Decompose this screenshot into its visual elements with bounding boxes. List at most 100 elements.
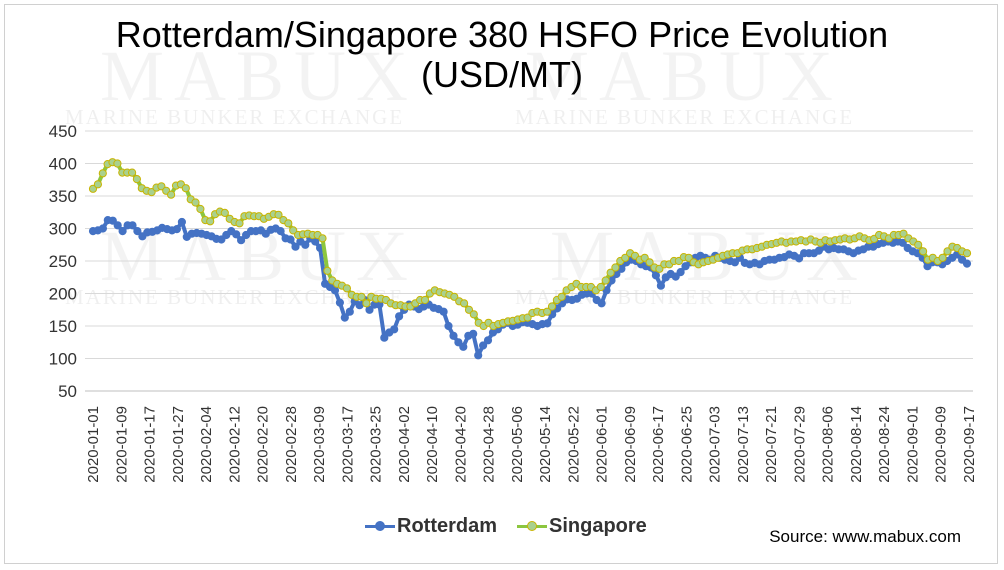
data-point-rotterdam: [454, 338, 463, 347]
y-tick-label: 300: [49, 220, 77, 239]
data-point-rotterdam: [597, 299, 606, 308]
data-point-singapore: [606, 268, 615, 277]
x-tick-label: 2020-08-06: [820, 406, 837, 483]
data-point-singapore: [289, 226, 298, 235]
source-note: Source: www.mabux.com: [769, 527, 961, 546]
data-point-rotterdam: [118, 227, 127, 236]
data-point-singapore: [181, 184, 190, 193]
data-point-singapore: [621, 253, 630, 262]
data-point-singapore: [523, 313, 532, 322]
data-point-rotterdam: [543, 319, 552, 328]
x-tick-label: 2020-06-09: [622, 406, 639, 483]
legend-swatch-rotterdam: [365, 519, 395, 533]
data-point-singapore: [655, 264, 664, 273]
data-point-rotterdam: [671, 272, 680, 281]
data-point-rotterdam: [335, 298, 344, 307]
data-point-rotterdam: [651, 271, 661, 280]
data-point-rotterdam: [380, 333, 389, 342]
data-point-singapore: [640, 253, 649, 262]
y-tick-label: 350: [49, 187, 77, 206]
chart-frame: MABUX MABUX MARINE BUNKER EXCHANGE MARIN…: [4, 4, 998, 564]
data-point-rotterdam: [962, 259, 972, 268]
data-point-rotterdam: [291, 242, 300, 251]
data-point-rotterdam: [276, 227, 285, 236]
x-tick-label: 2020-02-12: [226, 406, 243, 483]
data-point-rotterdam: [449, 331, 458, 340]
data-point-rotterdam: [172, 225, 181, 234]
data-point-singapore: [98, 169, 107, 178]
legend-swatch-singapore: [517, 519, 548, 533]
legend-item-rotterdam: Rotterdam: [365, 515, 497, 538]
data-point-rotterdam: [395, 312, 404, 321]
x-tick-label: 2020-09-17: [961, 406, 978, 483]
x-tick-label: 2020-04-20: [452, 406, 469, 483]
y-tick-label: 450: [49, 122, 77, 141]
data-point-rotterdam: [345, 307, 354, 316]
data-point-singapore: [318, 234, 327, 243]
legend-label-singapore: Singapore: [549, 514, 647, 537]
y-tick-label: 250: [49, 252, 77, 271]
x-tick-label: 2020-01-17: [142, 406, 159, 483]
x-tick-label: 2020-03-17: [339, 406, 356, 483]
data-point-singapore: [342, 284, 351, 293]
x-tick-label: 2020-07-29: [791, 406, 808, 483]
x-tick-label: 2020-07-03: [707, 406, 724, 483]
data-point-singapore: [420, 295, 430, 305]
data-point-rotterdam: [98, 224, 108, 233]
x-tick-label: 2020-03-09: [311, 406, 328, 483]
x-tick-label: 2020-06-25: [678, 406, 695, 483]
data-point-singapore: [191, 198, 200, 207]
data-point-rotterdam: [177, 217, 186, 227]
x-tick-label: 2020-05-22: [565, 406, 582, 483]
data-point-rotterdam: [301, 240, 310, 249]
x-tick-label: 2020-01-27: [170, 406, 187, 483]
data-point-singapore: [113, 159, 122, 168]
data-point-singapore: [469, 310, 478, 319]
data-point-rotterdam: [108, 216, 117, 225]
x-tick-label: 2020-02-28: [283, 406, 300, 483]
data-point-rotterdam: [459, 342, 468, 351]
legend-item-singapore: Singapore: [517, 515, 647, 538]
data-point-singapore: [914, 240, 923, 249]
chart-title-line2: (USD/MT): [421, 54, 583, 95]
data-point-rotterdam: [730, 258, 740, 267]
data-point-rotterdam: [128, 221, 137, 230]
data-point-singapore: [596, 282, 605, 292]
data-point-rotterdam: [232, 230, 241, 239]
data-point-rotterdam: [390, 325, 399, 334]
data-point-singapore: [943, 247, 952, 256]
data-point-singapore: [645, 258, 654, 267]
x-tick-label: 2020-04-02: [396, 406, 413, 483]
data-point-singapore: [88, 184, 98, 193]
data-point-singapore: [206, 217, 215, 226]
x-tick-label: 2020-02-04: [198, 406, 215, 483]
data-point-singapore: [547, 302, 557, 311]
data-point-rotterdam: [676, 268, 685, 277]
x-tick-label: 2020-01-01: [85, 406, 102, 483]
data-point-singapore: [962, 249, 972, 258]
data-point-rotterdam: [439, 307, 448, 316]
data-point-rotterdam: [444, 321, 453, 331]
data-point-rotterdam: [340, 313, 349, 322]
y-tick-label: 50: [58, 382, 77, 401]
x-tick-label: 2020-04-10: [424, 406, 441, 483]
data-point-singapore: [284, 219, 293, 228]
x-tick-label: 2020-07-21: [763, 406, 780, 483]
data-point-singapore: [93, 180, 103, 189]
x-tick-label: 2020-06-01: [594, 406, 611, 483]
data-point-singapore: [938, 253, 947, 262]
legend-label-rotterdam: Rotterdam: [397, 514, 498, 537]
x-tick-label: 2020-05-06: [509, 406, 526, 483]
data-point-rotterdam: [469, 329, 478, 338]
data-point-singapore: [196, 204, 205, 214]
data-point-singapore: [220, 208, 229, 217]
chart-title: Rotterdam/Singapore 380 HSFO Price Evolu…: [5, 15, 997, 95]
data-point-rotterdam: [656, 281, 666, 290]
data-point-rotterdam: [113, 221, 122, 230]
data-point-singapore: [128, 168, 137, 177]
x-tick-label: 2020-08-14: [848, 406, 865, 483]
data-point-singapore: [362, 299, 371, 308]
y-tick-label: 400: [49, 155, 77, 174]
x-tick-label: 2020-02-20: [255, 406, 272, 483]
data-point-rotterdam: [237, 236, 246, 245]
